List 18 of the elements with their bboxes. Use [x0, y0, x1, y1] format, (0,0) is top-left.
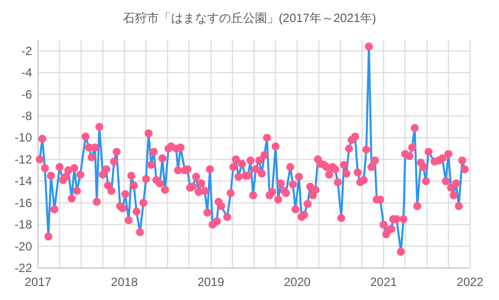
x-tick-label: 2022 [456, 275, 484, 289]
x-tick-label: 2020 [284, 275, 311, 289]
chart-title: 石狩市「はまなすの丘公園」(2017年～2021年) [122, 11, 376, 25]
x-tick-label: 2019 [197, 275, 224, 289]
x-tick-label: 2021 [370, 275, 398, 289]
x-tick-label: 2017 [24, 275, 52, 289]
y-tick-label: -12 [14, 152, 32, 166]
y-tick-label: -2 [21, 44, 32, 58]
y-tick-label: -16 [14, 196, 32, 210]
x-tick-label: 2018 [111, 275, 138, 289]
y-tick-label: -22 [14, 261, 32, 275]
y-tick-label: -8 [21, 109, 32, 123]
y-tick-label: -10 [14, 130, 32, 145]
y-tick-label: -14 [14, 174, 32, 188]
y-tick-label: -18 [14, 218, 32, 232]
y-tick-label: -20 [14, 239, 32, 254]
y-tick-label: -4 [21, 66, 32, 80]
y-tick-label: -6 [21, 87, 32, 102]
